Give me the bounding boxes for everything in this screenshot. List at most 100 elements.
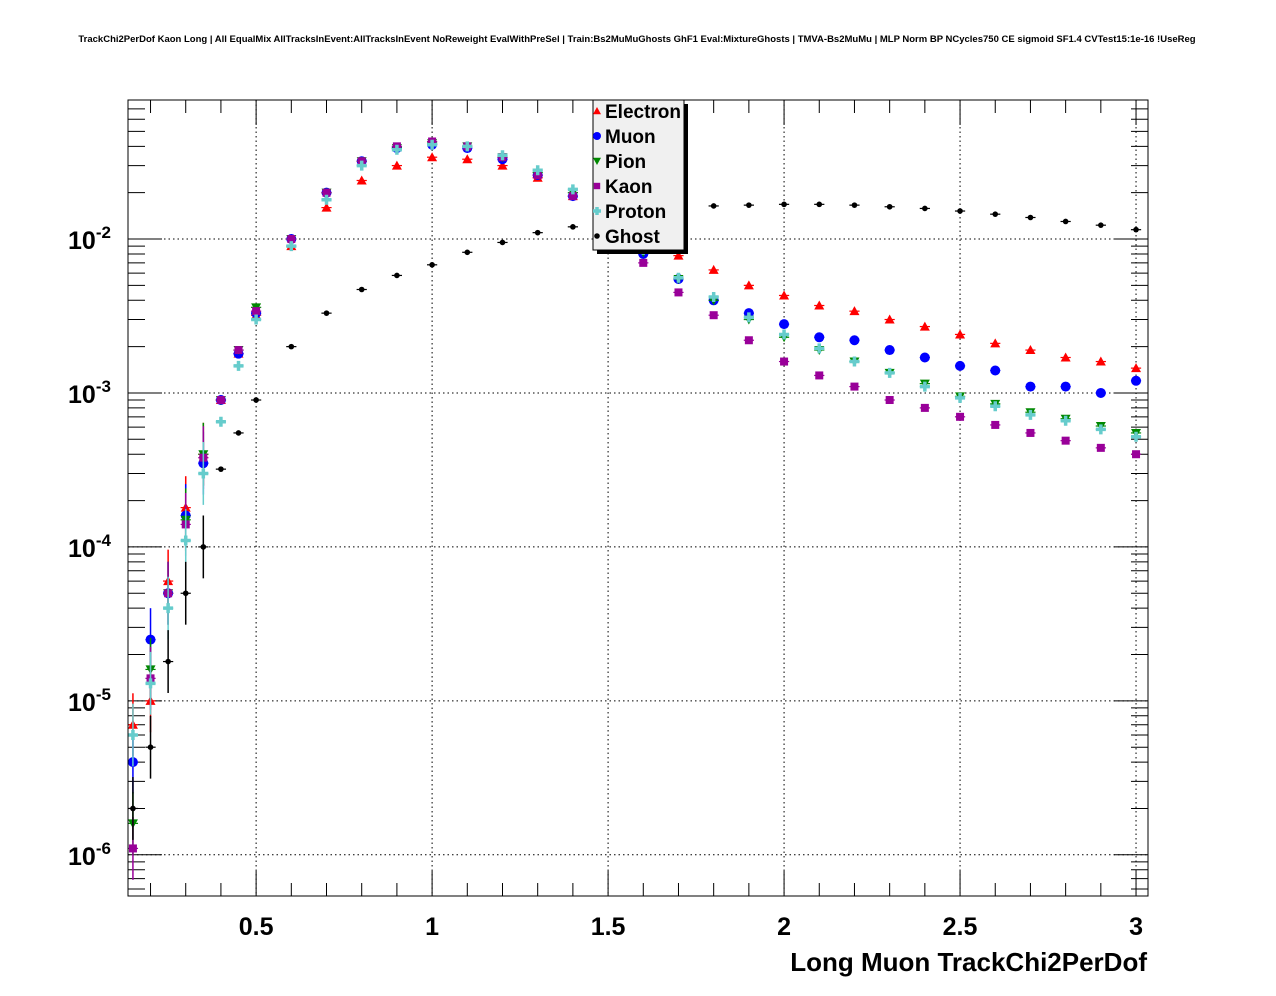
data-point <box>427 152 438 162</box>
data-point <box>814 332 825 343</box>
legend-label-muon: Muon <box>605 127 656 148</box>
data-point <box>568 192 577 201</box>
data-point <box>356 175 367 185</box>
legend-box <box>592 99 685 251</box>
data-point <box>673 250 684 260</box>
data-point <box>850 382 859 391</box>
data-point <box>1027 214 1034 221</box>
data-point <box>1060 352 1071 362</box>
data-point <box>708 264 719 274</box>
data-point <box>130 805 136 812</box>
data-point <box>851 202 858 208</box>
data-point <box>849 306 860 316</box>
data-point <box>1025 345 1036 355</box>
data-point <box>815 371 824 380</box>
data-point <box>743 280 754 290</box>
data-point <box>251 314 262 325</box>
data-point <box>956 412 965 421</box>
data-point <box>1095 356 1106 366</box>
data-point <box>321 194 332 205</box>
data-point <box>567 184 578 195</box>
data-point <box>165 658 171 665</box>
data-point <box>216 396 225 405</box>
data-point <box>218 466 224 472</box>
data-point <box>708 292 719 303</box>
data-point <box>1025 381 1036 392</box>
data-point <box>234 346 243 355</box>
legend-marker-muon <box>593 132 601 140</box>
data-point <box>462 154 473 164</box>
data-point <box>674 288 683 297</box>
data-point <box>673 272 684 283</box>
data-point <box>497 160 508 170</box>
legend-marker-proton <box>593 207 601 215</box>
data-point <box>955 392 966 403</box>
data-point <box>919 321 930 331</box>
data-point <box>215 416 226 427</box>
data-point <box>849 335 860 346</box>
data-point <box>1131 375 1142 386</box>
data-point <box>639 258 648 267</box>
data-point <box>1095 387 1106 398</box>
data-point <box>886 203 893 210</box>
data-point <box>1095 424 1106 435</box>
x-tick-label: 1.5 <box>591 913 626 941</box>
data-point <box>884 367 895 378</box>
data-point <box>1131 363 1142 373</box>
data-point <box>1098 222 1104 228</box>
data-point <box>287 235 296 244</box>
legend-marker-electron <box>593 107 601 115</box>
axis-ticks <box>128 99 1148 896</box>
data-point <box>781 201 787 208</box>
data-point <box>990 401 1001 412</box>
data-point <box>884 345 895 356</box>
x-axis-title: Long Muon TrackChi2PerDof <box>790 947 1147 977</box>
data-point <box>532 165 543 176</box>
data-point <box>1131 431 1142 442</box>
data-point <box>990 365 1001 376</box>
data-point <box>499 239 506 246</box>
legend-label-kaon: Kaon <box>605 177 653 198</box>
data-point <box>200 544 207 550</box>
legend-marker-pion <box>593 157 601 165</box>
data-point <box>198 468 209 479</box>
data-point <box>358 286 365 293</box>
data-point <box>356 160 367 171</box>
data-point <box>957 208 963 214</box>
data-point <box>391 160 402 170</box>
data-point <box>1132 450 1141 459</box>
data-point <box>991 420 1000 429</box>
data-point <box>955 329 966 339</box>
data-point <box>849 356 860 367</box>
data-point <box>147 744 154 751</box>
data-point <box>814 300 825 310</box>
data-point <box>497 150 508 161</box>
data-point <box>814 343 825 354</box>
series-ghost <box>127 201 1142 840</box>
y-tick-label: 10-4 <box>68 531 111 563</box>
data-point <box>1061 436 1070 445</box>
data-point <box>920 403 929 412</box>
data-point <box>464 249 471 256</box>
data-point <box>990 338 1001 348</box>
y-tick-label: 10-2 <box>68 223 111 255</box>
data-point <box>394 272 400 279</box>
x-tick-label: 0.5 <box>239 913 274 941</box>
data-point <box>570 224 576 230</box>
data-point <box>884 314 895 324</box>
data-point <box>1026 428 1035 437</box>
legend-label-electron: Electron <box>605 102 681 123</box>
data-point <box>163 603 174 614</box>
data-point <box>746 202 752 208</box>
x-tick-label: 1 <box>425 913 439 941</box>
data-point <box>427 139 438 150</box>
data-point <box>744 336 753 345</box>
data-point <box>780 357 789 366</box>
x-tick-label: 2.5 <box>943 913 978 941</box>
data-point <box>919 352 930 363</box>
x-tick-label: 3 <box>1129 913 1143 941</box>
data-point <box>955 360 966 371</box>
data-point <box>1062 218 1069 225</box>
data-point <box>323 310 330 316</box>
